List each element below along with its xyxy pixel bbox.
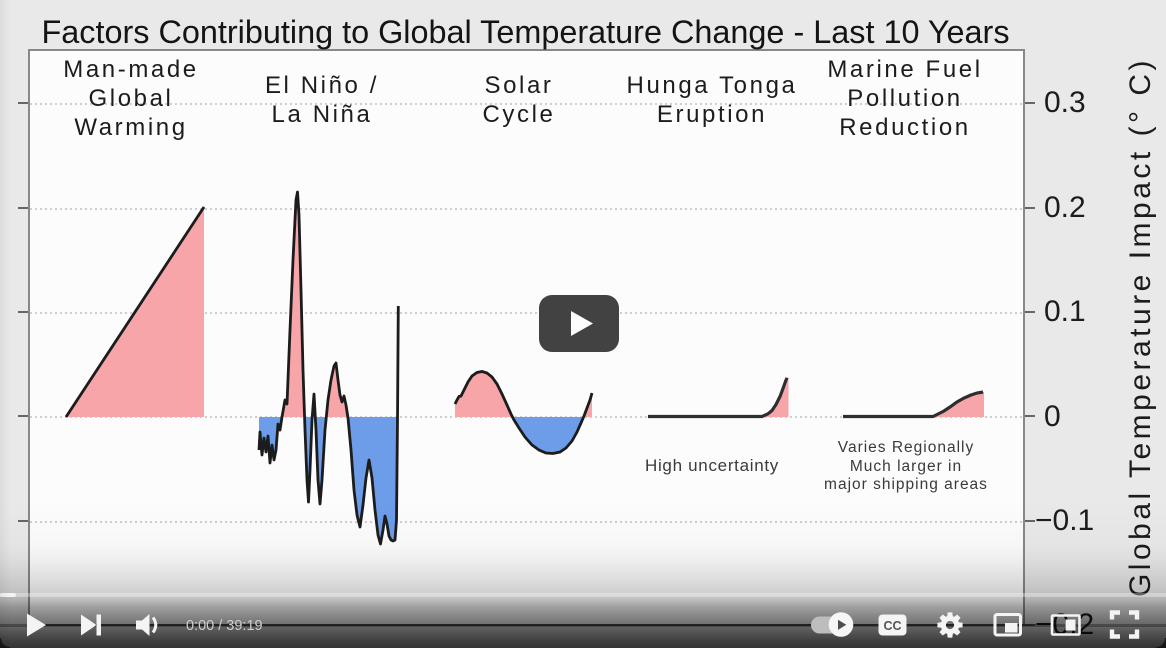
svg-text:CC: CC <box>883 619 901 633</box>
svg-text:0:00 / 39:19: 0:00 / 39:19 <box>186 618 263 634</box>
